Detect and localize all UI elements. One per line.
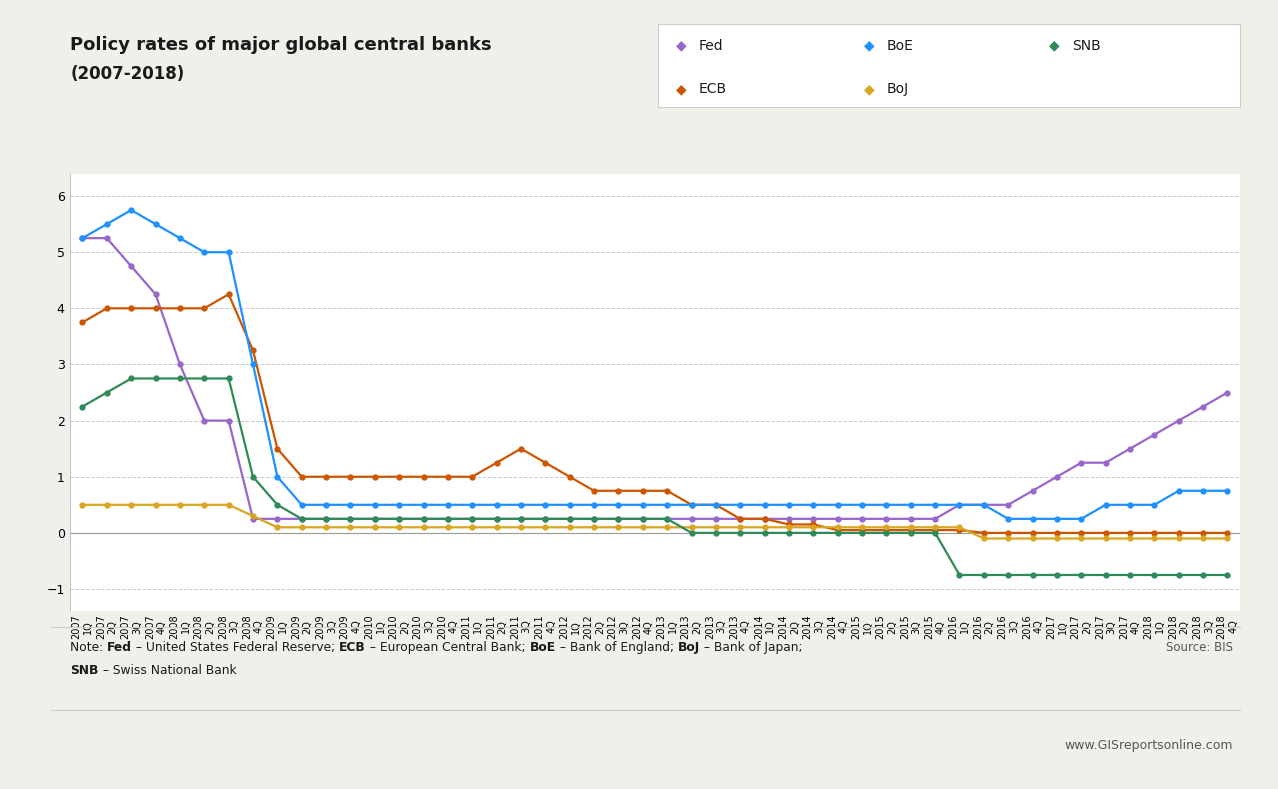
Text: – Swiss National Bank: – Swiss National Bank <box>98 664 236 677</box>
Text: – European Central Bank;: – European Central Bank; <box>366 641 529 653</box>
Text: ECB: ECB <box>339 641 366 653</box>
Text: ◆: ◆ <box>864 39 874 53</box>
Text: ECB: ECB <box>699 82 727 96</box>
Text: ◆: ◆ <box>864 82 874 96</box>
Text: (2007-2018): (2007-2018) <box>70 65 184 83</box>
Text: SNB: SNB <box>70 664 98 677</box>
Text: ◆: ◆ <box>676 39 686 53</box>
Text: ◆: ◆ <box>676 82 686 96</box>
Text: www.GISreportsonline.com: www.GISreportsonline.com <box>1065 739 1233 752</box>
Text: Fed: Fed <box>699 39 723 53</box>
Text: Policy rates of major global central banks: Policy rates of major global central ban… <box>70 36 492 54</box>
Text: BoJ: BoJ <box>677 641 699 653</box>
Text: – United States Federal Reserve;: – United States Federal Reserve; <box>133 641 339 653</box>
Text: BoE: BoE <box>887 39 914 53</box>
Text: Fed: Fed <box>107 641 133 653</box>
Text: Source: BIS: Source: BIS <box>1167 641 1233 653</box>
Text: – Bank of Japan;: – Bank of Japan; <box>699 641 803 653</box>
Text: BoE: BoE <box>529 641 556 653</box>
Text: SNB: SNB <box>1072 39 1100 53</box>
Text: BoJ: BoJ <box>887 82 909 96</box>
Text: Note:: Note: <box>70 641 107 653</box>
Text: ◆: ◆ <box>1049 39 1059 53</box>
Text: – Bank of England;: – Bank of England; <box>556 641 677 653</box>
